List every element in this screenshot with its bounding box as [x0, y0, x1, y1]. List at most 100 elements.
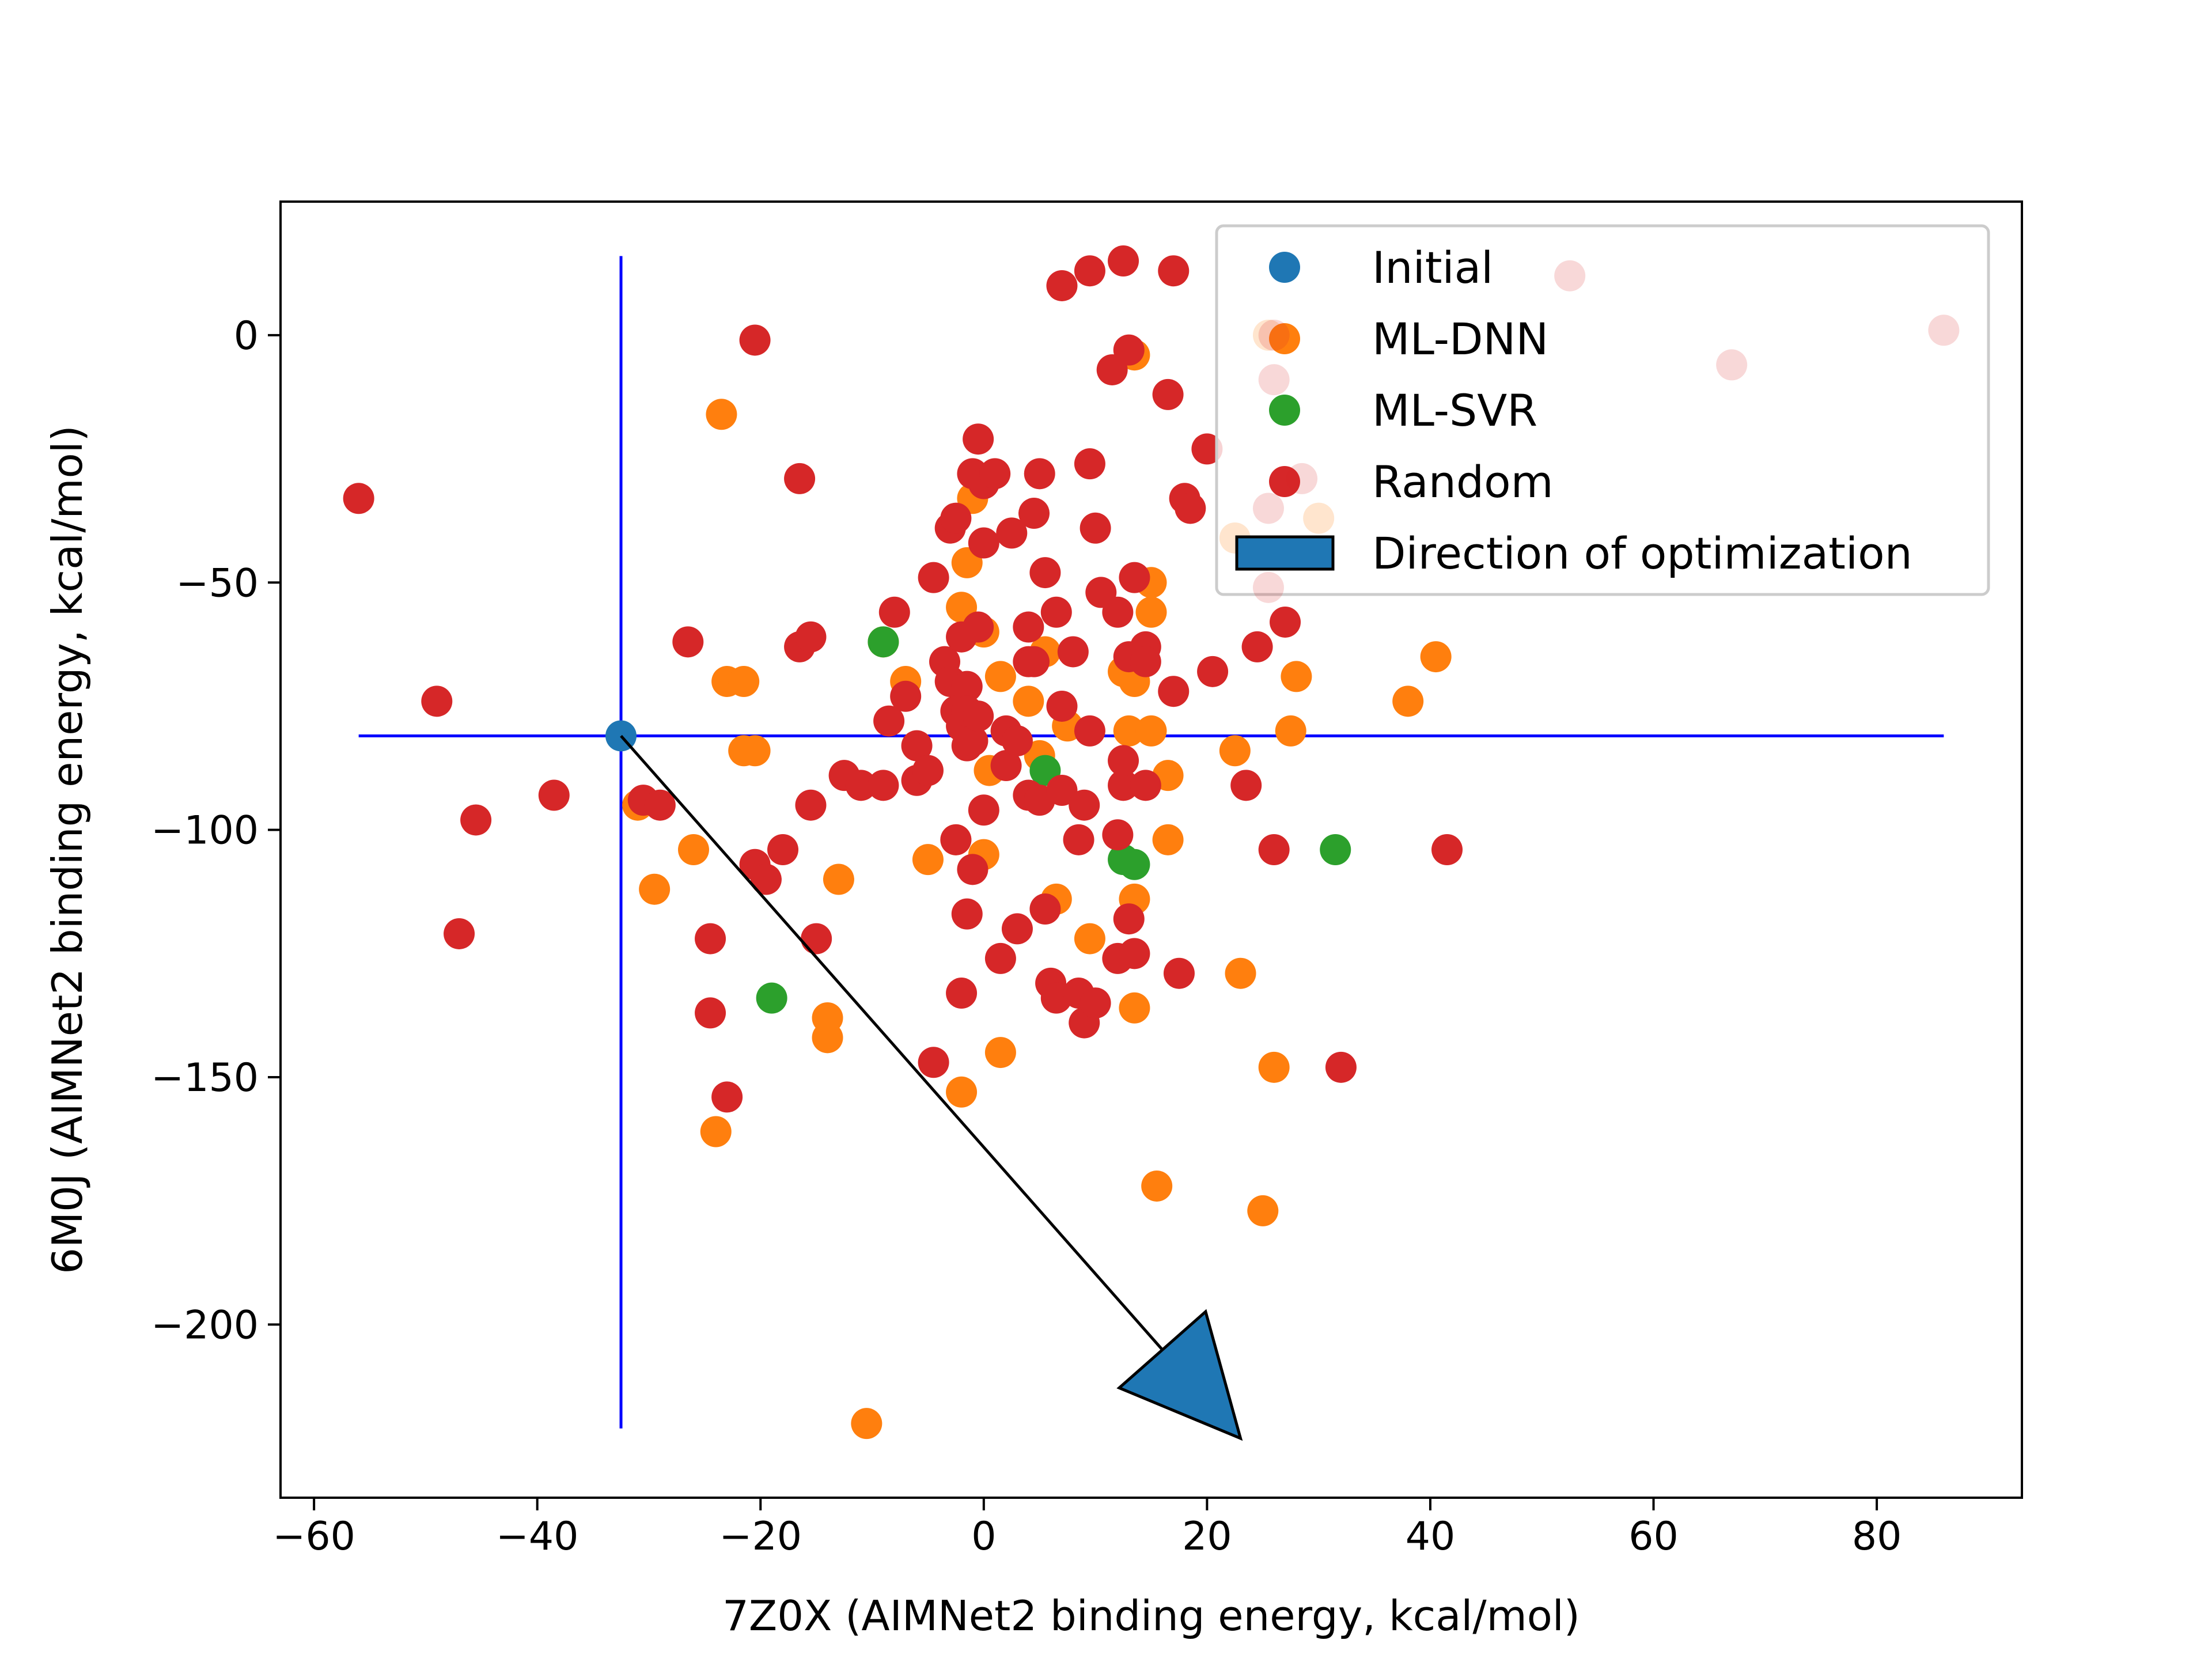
axes: −60 −40 −20 0 20 40 60 800−50−100−150−200 — [151, 200, 2023, 1559]
random-point — [968, 527, 999, 559]
random-point — [1191, 433, 1223, 465]
ml-dnn-point — [639, 873, 671, 905]
random-point — [1113, 903, 1145, 935]
legend: Initial ML-DNN ML-SVR Random Direction of op… — [1215, 224, 1990, 603]
random-point — [795, 789, 827, 821]
random-point — [1074, 448, 1105, 480]
random-point — [1013, 611, 1044, 643]
ml-dnn-point — [1135, 596, 1167, 628]
ml-dnn-point — [984, 661, 1016, 692]
x-tick-label: 80 — [1852, 1514, 1902, 1559]
random-point — [984, 942, 1016, 974]
random-point — [1163, 957, 1195, 989]
ml-dnn-point — [728, 666, 760, 698]
random-point — [1063, 824, 1094, 855]
random-point — [1286, 463, 1318, 494]
ml-svr-point — [1119, 849, 1150, 880]
random-point — [946, 978, 978, 1009]
ml-dnn-point — [1420, 641, 1452, 673]
legend-patch — [1235, 535, 1335, 571]
random-point — [421, 685, 453, 717]
y-tick-label: −150 — [151, 1055, 259, 1101]
random-point — [711, 1081, 743, 1113]
random-point — [957, 725, 988, 757]
random-point — [1130, 646, 1161, 677]
legend-label: ML-DNN — [1372, 313, 1548, 365]
random-point — [1130, 770, 1161, 801]
ml-dnn-point — [1119, 992, 1150, 1024]
random-point — [739, 324, 771, 356]
ml-dnn-point — [1074, 923, 1105, 955]
random-point — [918, 562, 949, 593]
random-point — [1001, 725, 1033, 757]
y-axis-label: 6M0J (AIMNet2 binding energy, kcal/mol) — [43, 425, 92, 1274]
random-point — [968, 794, 999, 826]
random-point — [878, 596, 910, 628]
x-tick-label: 0 — [971, 1514, 996, 1559]
optimization-arrow-shaft — [620, 734, 1164, 1351]
random-point — [1113, 334, 1145, 366]
random-point — [444, 918, 475, 949]
random-point — [957, 854, 988, 885]
random-point — [1108, 745, 1139, 777]
random-point — [951, 898, 983, 930]
random-point — [1175, 493, 1206, 524]
x-tick-label: −40 — [496, 1514, 579, 1559]
random-point — [1928, 315, 1960, 346]
ml-svr-point — [756, 982, 787, 1014]
random-point — [644, 789, 676, 821]
y-tick-label: 0 — [234, 313, 259, 359]
random-point — [963, 611, 994, 643]
random-point — [1325, 1051, 1357, 1083]
legend-marker — [1269, 395, 1300, 426]
ml-dnn-point — [739, 735, 771, 767]
ml-dnn-point — [946, 1076, 978, 1108]
random-point — [918, 1047, 949, 1078]
random-point — [979, 458, 1011, 490]
ml-svr-point — [868, 626, 899, 658]
legend-label: ML-SVR — [1372, 385, 1537, 436]
ml-dnn-point — [1152, 824, 1184, 855]
random-point — [940, 502, 972, 534]
random-point — [1080, 512, 1111, 544]
random-point — [1057, 636, 1089, 668]
ml-dnn-point — [812, 1022, 843, 1054]
ml-dnn-point — [912, 844, 944, 876]
random-point — [1252, 571, 1284, 603]
random-point — [1108, 245, 1139, 277]
random-point — [873, 705, 905, 737]
ml-dnn-point — [1247, 1195, 1279, 1226]
optimization-arrow-head — [1116, 1309, 1243, 1441]
ml-svr-point — [1320, 834, 1351, 865]
legend-marker — [1269, 323, 1300, 354]
random-point — [868, 770, 899, 801]
random-point — [1241, 631, 1273, 662]
random-point — [1252, 493, 1284, 524]
y-tick-label: −50 — [176, 560, 259, 606]
random-point — [1029, 893, 1061, 925]
legend-box — [1215, 224, 1990, 596]
random-point — [1119, 938, 1150, 969]
legend-label: Random — [1372, 456, 1554, 507]
random-point — [1001, 913, 1033, 945]
random-point — [845, 770, 877, 801]
random-point — [1080, 987, 1111, 1019]
random-point — [538, 779, 570, 811]
ml-dnn-point — [1275, 715, 1306, 747]
random-point — [1431, 834, 1463, 865]
random-point — [1230, 770, 1262, 801]
ml-dnn-point — [706, 399, 737, 430]
plot-area — [343, 245, 1944, 1441]
random-point — [990, 750, 1022, 782]
random-point — [901, 730, 933, 762]
random-point — [1152, 378, 1184, 410]
ml-dnn-point — [1141, 1170, 1173, 1202]
random-point — [767, 834, 799, 865]
ml-dnn-point — [1135, 715, 1167, 747]
random-point — [460, 804, 492, 836]
plot-frame — [279, 200, 2023, 1499]
random-point — [1108, 770, 1139, 801]
x-axis-label: 7Z0X (AIMNet2 binding energy, kcal/mol) — [722, 1592, 1580, 1640]
ml-dnn-point — [1219, 735, 1251, 767]
